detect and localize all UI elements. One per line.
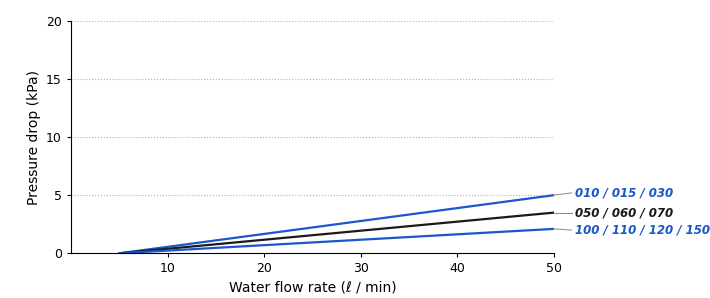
Text: 010 / 015 / 030: 010 / 015 / 030 [575,186,673,199]
Text: 050 / 060 / 070: 050 / 060 / 070 [575,206,673,219]
Y-axis label: Pressure drop (kPa): Pressure drop (kPa) [26,69,40,205]
Text: 100 / 110 / 120 / 150 / 200: 100 / 110 / 120 / 150 / 200 [575,224,710,237]
X-axis label: Water flow rate (ℓ / min): Water flow rate (ℓ / min) [229,281,396,295]
